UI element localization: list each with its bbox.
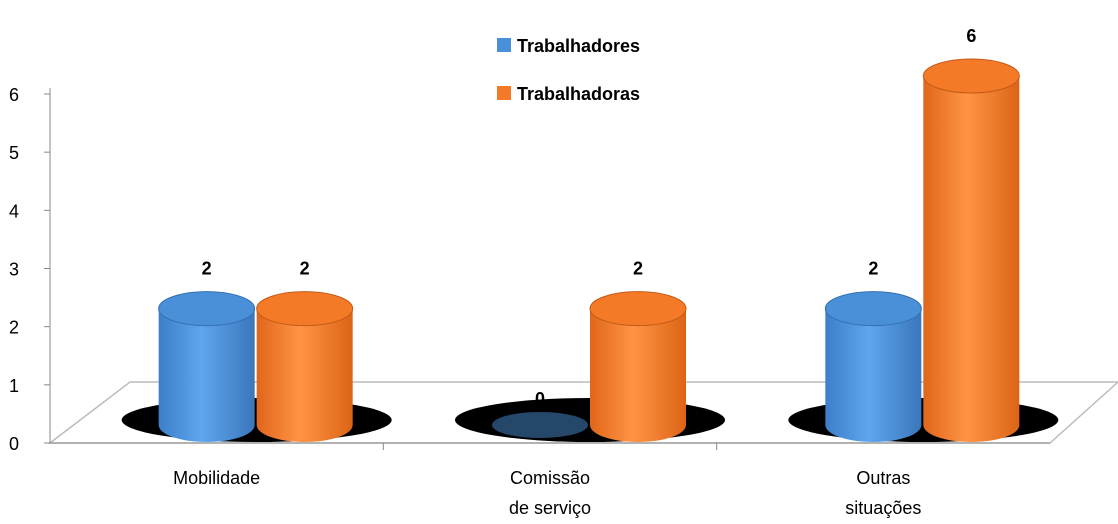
y-tick-label: 5 — [9, 143, 19, 163]
data-label: 6 — [966, 26, 976, 46]
cylinder-body — [158, 308, 255, 442]
y-tick-label: 3 — [9, 260, 19, 280]
cylinder-top — [589, 291, 687, 327]
cylinder-flat — [492, 412, 588, 438]
y-tick-label: 0 — [9, 434, 19, 454]
data-label: 2 — [300, 259, 310, 279]
cylinder — [256, 291, 354, 442]
cylinder-body — [256, 308, 353, 442]
x-tick-label: Outras situações — [845, 468, 921, 518]
y-tick-label: 4 — [9, 201, 19, 221]
cylinder-top — [922, 58, 1020, 94]
cylinder-top — [824, 291, 922, 327]
cylinder-body — [825, 308, 922, 442]
legend-swatch — [497, 86, 511, 100]
cylinder — [158, 291, 256, 442]
x-tick-label: Mobilidade — [173, 468, 260, 488]
data-label: 0 — [535, 389, 545, 409]
legend-label: Trabalhadores — [517, 36, 640, 56]
cylinder-top — [256, 291, 354, 327]
data-label: 2 — [633, 259, 643, 279]
legend-label: Trabalhadoras — [517, 84, 640, 104]
data-label: 2 — [202, 259, 212, 279]
x-tick-line: Mobilidade — [173, 468, 260, 488]
cylinder-top — [158, 291, 256, 327]
x-tick-label: Comissão de serviço — [509, 468, 591, 518]
x-tick-line: situações — [845, 498, 921, 518]
y-tick-label: 2 — [9, 318, 19, 338]
x-tick-line: de serviço — [509, 498, 591, 518]
cylinder-body — [590, 308, 686, 442]
y-tick-label: 1 — [9, 376, 19, 396]
cylinder — [589, 291, 687, 442]
x-tick-line: Outras — [856, 468, 910, 488]
cylinder — [824, 291, 922, 442]
y-tick-label: 6 — [9, 85, 19, 105]
data-label: 2 — [868, 259, 878, 279]
cylinder-body — [923, 76, 1020, 442]
cylinder — [922, 58, 1020, 442]
legend-swatch — [497, 38, 511, 52]
cylinder — [492, 412, 588, 438]
x-tick-line: Comissão — [510, 468, 590, 488]
